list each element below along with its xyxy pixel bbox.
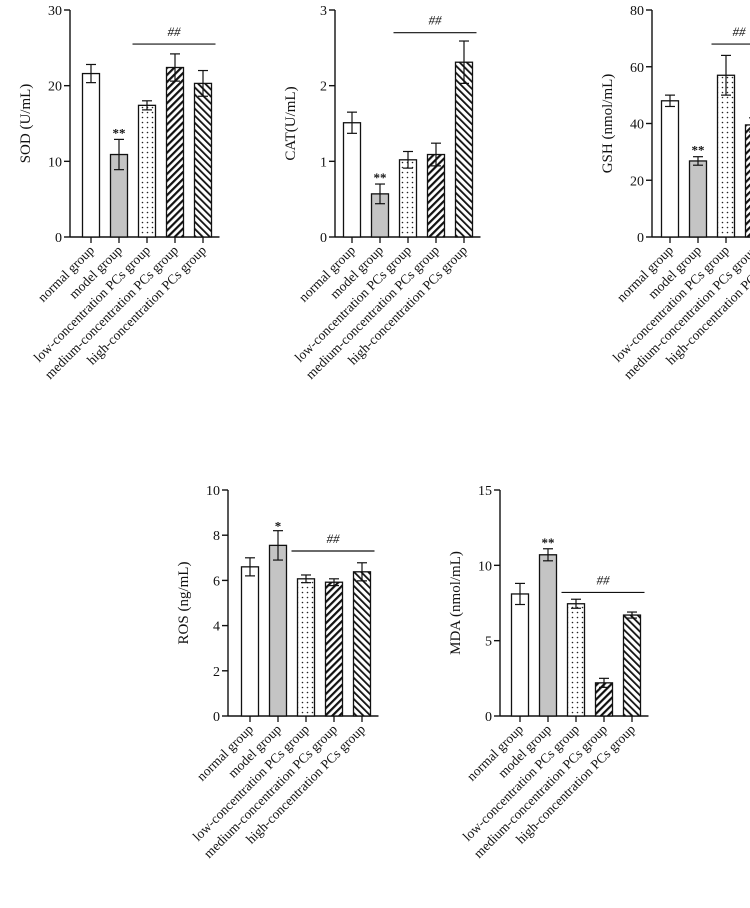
bar-dots xyxy=(137,104,157,238)
x-tick-label: low-concentration PCs group xyxy=(190,721,313,844)
bar-forward-hatch xyxy=(744,124,750,238)
bar-forward-hatch xyxy=(426,153,446,238)
y-axis-label: SOD (U/mL) xyxy=(18,84,34,164)
bracket-label: ## xyxy=(733,24,747,39)
y-tick-label: 60 xyxy=(630,61,644,76)
significance-marker: * xyxy=(275,519,282,534)
bar-dots xyxy=(716,74,736,238)
y-tick-label: 40 xyxy=(630,118,644,133)
bar-back-hatch xyxy=(622,614,642,717)
y-tick-label: 8 xyxy=(213,529,220,544)
significance-marker: ** xyxy=(374,170,387,185)
y-tick-label: 10 xyxy=(48,155,62,170)
bar-dots xyxy=(296,578,316,717)
bar-white xyxy=(240,566,260,717)
y-tick-label: 10 xyxy=(206,484,220,499)
bracket-label: ## xyxy=(327,531,341,546)
y-axis-label: MDA (nmol/mL) xyxy=(448,551,464,655)
bar-gray xyxy=(688,160,708,238)
bar-back-hatch xyxy=(454,61,474,238)
y-axis-label: GSH (nmol/mL) xyxy=(600,74,616,174)
bracket-label: ## xyxy=(597,572,611,587)
y-tick-label: 0 xyxy=(485,710,492,725)
y-tick-label: 80 xyxy=(630,4,644,19)
bracket-label: ## xyxy=(168,24,182,39)
y-tick-label: 10 xyxy=(478,559,492,574)
bar-white xyxy=(510,593,530,717)
y-axis-label: ROS (ng/mL) xyxy=(176,562,192,645)
y-tick-label: 20 xyxy=(630,174,644,189)
bar-back-hatch xyxy=(352,571,372,717)
y-tick-label: 2 xyxy=(320,80,327,95)
y-tick-label: 30 xyxy=(48,4,62,19)
y-tick-label: 1 xyxy=(320,155,327,170)
bar-dots xyxy=(398,159,418,238)
bar-white xyxy=(342,122,362,238)
significance-marker: ** xyxy=(113,125,126,140)
y-tick-label: 5 xyxy=(485,635,492,650)
y-tick-label: 20 xyxy=(48,80,62,95)
bar-dots xyxy=(566,603,586,717)
y-tick-label: 0 xyxy=(55,231,62,246)
y-axis-label: CAT(U/mL) xyxy=(283,86,299,160)
y-tick-label: 15 xyxy=(478,484,492,499)
x-tick-label: low-concentration PCs group xyxy=(292,242,415,365)
bar-white xyxy=(660,100,680,238)
bar-white xyxy=(81,72,101,238)
bar-forward-hatch xyxy=(165,66,185,238)
x-tick-label: low-concentration PCs group xyxy=(610,242,733,365)
y-tick-label: 0 xyxy=(213,710,220,725)
bar-forward-hatch xyxy=(324,581,344,717)
bar-gray xyxy=(268,544,288,717)
bracket-label: ## xyxy=(429,13,443,28)
y-tick-label: 3 xyxy=(320,4,327,19)
y-tick-label: 2 xyxy=(213,665,220,680)
x-tick-label: low-concentration PCs group xyxy=(460,721,583,844)
bar-gray xyxy=(538,554,558,717)
y-tick-label: 0 xyxy=(320,231,327,246)
x-tick-label: low-concentration PCs group xyxy=(31,242,154,365)
y-tick-label: 6 xyxy=(213,574,220,589)
bar-back-hatch xyxy=(193,82,213,238)
y-tick-label: 0 xyxy=(637,231,644,246)
y-tick-label: 4 xyxy=(213,620,220,635)
significance-marker: ** xyxy=(692,143,705,158)
significance-marker: ** xyxy=(542,535,555,550)
